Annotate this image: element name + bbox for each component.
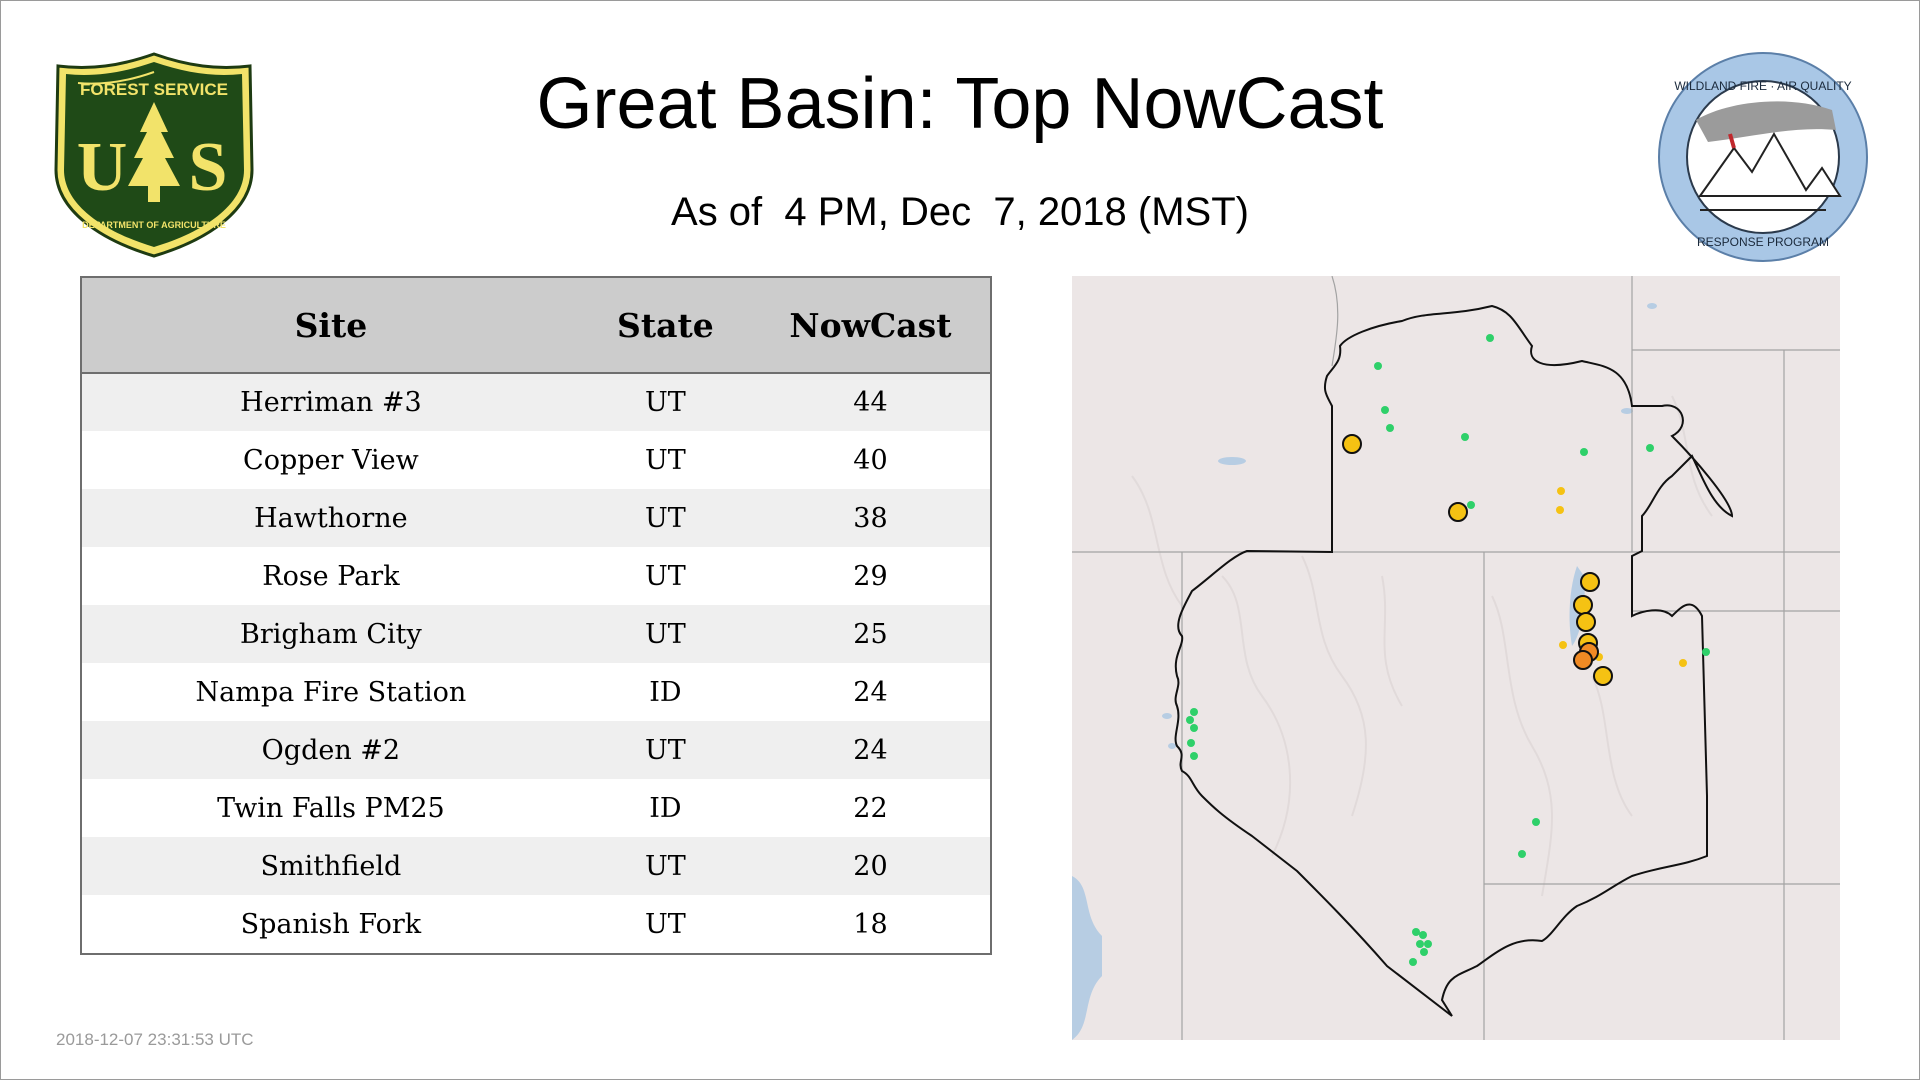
forest-service-logo: FOREST SERVICE U S DEPARTMENT OF AGRICUL… [50, 50, 258, 260]
cell-nowcast: 24 [853, 734, 888, 766]
svg-text:S: S [189, 129, 228, 206]
logo-top-text: FOREST SERVICE [80, 80, 228, 99]
table-row: Herriman #3 UT 44 [82, 373, 990, 431]
cell-state: UT [644, 560, 686, 592]
wildland-fire-logo: WILDLAND FIRE · AIR QUALITY RESPONSE PRO… [1656, 50, 1870, 264]
nowcast-table: Site State NowCast Herriman #3 UT 44 Cop… [80, 276, 992, 955]
cell-state: UT [644, 908, 686, 940]
page-title: Great Basin: Top NowCast [536, 64, 1384, 144]
page-subtitle: As of 4 PM, Dec 7, 2018 (MST) [671, 190, 1249, 234]
cell-nowcast: 29 [853, 560, 888, 592]
cell-state: UT [644, 444, 686, 476]
cell-nowcast: 22 [853, 792, 888, 824]
air-quality-map [1072, 276, 1840, 1040]
header-site: Site [82, 278, 580, 374]
logo-wf-bottom-text: RESPONSE PROGRAM [1697, 235, 1829, 249]
table-row: Spanish Fork UT 18 [82, 895, 990, 953]
cell-nowcast: 25 [853, 618, 888, 650]
cell-site: Spanish Fork [240, 908, 422, 940]
table-row: Copper View UT 40 [82, 431, 990, 489]
table-header-row: Site State NowCast [82, 278, 990, 374]
cell-state: ID [649, 792, 682, 824]
cell-nowcast: 20 [853, 850, 888, 882]
header-state: State [579, 278, 751, 374]
cell-nowcast: 44 [853, 387, 888, 418]
cell-site: Ogden #2 [261, 734, 401, 766]
logo-wf-top-text: WILDLAND FIRE · AIR QUALITY [1674, 79, 1851, 93]
table-row: Twin Falls PM25 ID 22 [82, 779, 990, 837]
cell-site: Smithfield [260, 850, 402, 882]
cell-site: Twin Falls PM25 [217, 792, 445, 824]
logo-bottom-text: DEPARTMENT OF AGRICULTURE [82, 220, 226, 230]
render-timestamp: 2018-12-07 23:31:53 UTC [56, 1030, 254, 1049]
cell-site: Copper View [243, 444, 419, 476]
cell-state: UT [644, 734, 686, 766]
table-row: Nampa Fire Station ID 24 [82, 663, 990, 721]
cell-state: UT [644, 387, 686, 418]
table-row: Hawthorne UT 38 [82, 489, 990, 547]
svg-text:U: U [77, 129, 128, 206]
cell-state: UT [644, 618, 686, 650]
cell-nowcast: 38 [853, 502, 888, 534]
cell-nowcast: 18 [853, 908, 888, 940]
cell-site: Brigham City [240, 618, 422, 650]
table-row: Ogden #2 UT 24 [82, 721, 990, 779]
cell-site: Herriman #3 [240, 387, 422, 418]
cell-site: Nampa Fire Station [195, 676, 467, 708]
cell-state: UT [644, 850, 686, 882]
table-row: Rose Park UT 29 [82, 547, 990, 605]
cell-site: Rose Park [262, 560, 400, 592]
cell-state: UT [644, 502, 686, 534]
table-row: Brigham City UT 25 [82, 605, 990, 663]
cell-state: ID [649, 676, 682, 708]
table-row: Smithfield UT 20 [82, 837, 990, 895]
cell-nowcast: 24 [853, 676, 888, 708]
cell-site: Hawthorne [254, 502, 408, 534]
cell-nowcast: 40 [853, 444, 888, 476]
header-nowcast: NowCast [750, 278, 990, 374]
